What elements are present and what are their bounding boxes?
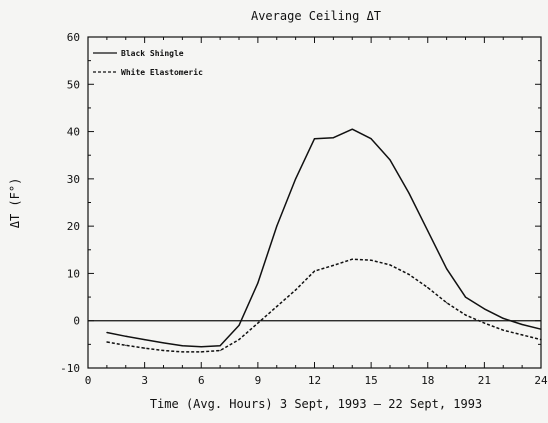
- data-point-white-elastomeric: [389, 264, 391, 266]
- data-point-white-elastomeric: [313, 270, 316, 272]
- data-point-black-shingle: [106, 331, 108, 334]
- chart-title: Average Ceiling ΔT: [251, 9, 381, 23]
- y-tick-label: 60: [67, 31, 80, 44]
- data-point-white-elastomeric: [200, 351, 202, 353]
- data-point-black-shingle: [389, 159, 391, 161]
- data-point-black-shingle: [427, 230, 429, 232]
- data-point-black-shingle: [144, 339, 146, 341]
- x-tick-label: 12: [308, 374, 321, 387]
- data-point-white-elastomeric: [219, 349, 221, 352]
- data-point-black-shingle: [446, 268, 448, 270]
- data-point-black-shingle: [464, 296, 467, 298]
- data-point-black-shingle: [540, 328, 542, 330]
- data-point-white-elastomeric: [257, 322, 259, 324]
- data-point-white-elastomeric: [351, 258, 353, 260]
- y-tick-label: 40: [67, 126, 80, 139]
- data-point-white-elastomeric: [276, 305, 278, 308]
- x-axis-title: Time (Avg. Hours) 3 Sept, 1993 – 22 Sept…: [150, 397, 482, 411]
- data-point-black-shingle: [295, 178, 297, 180]
- data-point-white-elastomeric: [370, 259, 372, 261]
- x-tick-label: 0: [85, 374, 92, 387]
- x-tick-label: 3: [141, 374, 148, 387]
- data-point-black-shingle: [125, 335, 127, 337]
- data-point-black-shingle: [521, 323, 523, 326]
- x-tick-label: 6: [198, 374, 205, 387]
- y-tick-label: 20: [67, 220, 80, 233]
- legend-label-black-shingle: Black Shingle: [121, 48, 184, 58]
- y-tick-label: 50: [67, 78, 80, 91]
- data-point-white-elastomeric: [502, 329, 504, 331]
- data-point-black-shingle: [219, 345, 221, 347]
- y-axis-title: ΔT (F°): [8, 178, 22, 229]
- data-point-black-shingle: [332, 137, 334, 139]
- x-tick-label: 24: [534, 374, 548, 387]
- data-point-black-shingle: [162, 342, 165, 344]
- data-point-white-elastomeric: [238, 339, 240, 341]
- data-point-white-elastomeric: [521, 334, 523, 336]
- data-point-white-elastomeric: [540, 339, 542, 341]
- x-tick-label: 9: [255, 374, 262, 387]
- data-point-white-elastomeric: [483, 322, 485, 324]
- data-point-black-shingle: [257, 282, 259, 284]
- data-point-white-elastomeric: [446, 302, 448, 304]
- data-point-black-shingle: [313, 138, 316, 140]
- y-axis: -10 0 10 20 30 40 50 60: [60, 31, 541, 375]
- data-point-white-elastomeric: [162, 349, 165, 352]
- y-tick-label: 30: [67, 173, 80, 186]
- data-point-white-elastomeric: [181, 351, 183, 353]
- x-tick-label: 21: [478, 374, 491, 387]
- y-tick-label: 0: [73, 315, 80, 328]
- legend-label-white-elastomeric: White Elastomeric: [121, 67, 203, 77]
- data-point-black-shingle: [370, 138, 372, 140]
- data-point-white-elastomeric: [106, 341, 108, 343]
- data-point-white-elastomeric: [427, 287, 429, 289]
- series-line-black-shingle: [106, 128, 542, 348]
- data-point-white-elastomeric: [464, 314, 467, 316]
- data-point-black-shingle: [408, 192, 410, 194]
- legend: Black Shingle White Elastomeric: [93, 48, 203, 77]
- data-point-black-shingle: [351, 128, 353, 130]
- x-tick-label: 18: [421, 374, 434, 387]
- data-point-white-elastomeric: [295, 289, 297, 291]
- series-line-white-elastomeric: [106, 258, 542, 353]
- data-point-white-elastomeric: [332, 264, 334, 266]
- data-point-black-shingle: [200, 346, 202, 348]
- x-tick-label: 15: [365, 374, 378, 387]
- data-point-black-shingle: [276, 225, 278, 227]
- y-tick-label: 10: [67, 267, 80, 280]
- data-point-black-shingle: [238, 324, 240, 327]
- data-point-black-shingle: [181, 345, 183, 347]
- x-axis: 0 3 6 9 12 15 18 21 24: [85, 37, 548, 387]
- data-point-white-elastomeric: [144, 347, 146, 349]
- data-point-white-elastomeric: [125, 344, 127, 346]
- y-tick-label: -10: [60, 362, 80, 375]
- data-point-black-shingle: [502, 317, 504, 319]
- data-point-white-elastomeric: [408, 273, 410, 275]
- series-layer: [106, 128, 542, 353]
- data-point-black-shingle: [483, 308, 485, 310]
